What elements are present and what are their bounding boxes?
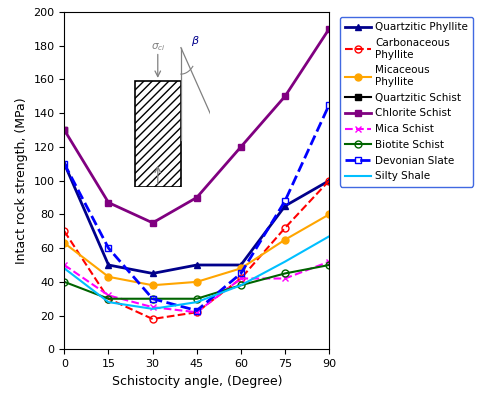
Legend: Quartzitic Phyllite, Carbonaceous
Phyllite, Micaceous
Phyllite, Quartzitic Schis: Quartzitic Phyllite, Carbonaceous Phylli… xyxy=(340,17,473,187)
Devonian Slate xyxy=(238,271,244,276)
Quartzitic Phyllite xyxy=(105,263,111,268)
Carbonaceous
Phyllite xyxy=(194,310,199,314)
Chlorite Schist xyxy=(238,145,244,149)
Mica Schist xyxy=(238,276,244,281)
Silty Shale xyxy=(149,306,155,311)
Carbonaceous
Phyllite xyxy=(61,229,67,233)
Micaceous
Phyllite xyxy=(194,279,199,284)
Devonian Slate xyxy=(105,246,111,251)
Micaceous
Phyllite xyxy=(105,274,111,279)
Carbonaceous
Phyllite xyxy=(282,225,288,230)
Quartzitic Phyllite xyxy=(149,271,155,276)
Carbonaceous
Phyllite xyxy=(238,276,244,281)
Quartzitic Phyllite xyxy=(282,204,288,208)
Y-axis label: Intact rock strength, (MPa): Intact rock strength, (MPa) xyxy=(15,97,28,264)
Silty Shale xyxy=(194,300,199,304)
Quartzitic Phyllite xyxy=(238,263,244,268)
Silty Shale xyxy=(282,259,288,264)
Silty Shale xyxy=(326,234,332,239)
Micaceous
Phyllite xyxy=(149,283,155,287)
Biotite Schist xyxy=(149,296,155,301)
Micaceous
Phyllite xyxy=(326,212,332,217)
Bar xyxy=(135,81,181,187)
Mica Schist xyxy=(149,305,155,310)
X-axis label: Schistocity angle, (Degree): Schistocity angle, (Degree) xyxy=(111,375,282,387)
Quartzitic Phyllite xyxy=(194,263,199,268)
Devonian Slate xyxy=(61,161,67,166)
Micaceous
Phyllite xyxy=(61,241,67,245)
Silty Shale xyxy=(105,300,111,304)
Micaceous
Phyllite xyxy=(238,266,244,271)
Mica Schist xyxy=(326,259,332,264)
Text: $\sigma_{ci}$: $\sigma_{ci}$ xyxy=(150,41,165,53)
Mica Schist xyxy=(282,276,288,281)
Line: Biotite Schist: Biotite Schist xyxy=(61,262,333,302)
Line: Quartzitic Phyllite: Quartzitic Phyllite xyxy=(61,160,333,277)
Line: Micaceous
Phyllite: Micaceous Phyllite xyxy=(61,211,333,289)
Quartzitic Phyllite xyxy=(326,178,332,183)
Biotite Schist xyxy=(194,296,199,301)
Biotite Schist xyxy=(105,296,111,301)
Devonian Slate xyxy=(326,102,332,107)
Devonian Slate xyxy=(149,296,155,301)
Mica Schist xyxy=(194,310,199,314)
Chlorite Schist xyxy=(326,27,332,31)
Carbonaceous
Phyllite xyxy=(105,296,111,301)
Line: Quartzitic Schist: Quartzitic Schist xyxy=(61,127,68,133)
Biotite Schist xyxy=(282,271,288,276)
Chlorite Schist xyxy=(105,200,111,205)
Biotite Schist xyxy=(326,263,332,268)
Line: Silty Shale: Silty Shale xyxy=(64,236,329,309)
Quartzitic Schist xyxy=(61,128,67,133)
Biotite Schist xyxy=(61,279,67,284)
Quartzitic Phyllite xyxy=(61,161,67,166)
Text: $\beta$: $\beta$ xyxy=(191,34,199,48)
Line: Chlorite Schist: Chlorite Schist xyxy=(61,25,333,226)
Devonian Slate xyxy=(282,198,288,203)
Mica Schist xyxy=(105,293,111,298)
Silty Shale xyxy=(61,266,67,271)
Chlorite Schist xyxy=(149,220,155,225)
Line: Devonian Slate: Devonian Slate xyxy=(61,101,333,314)
Mica Schist xyxy=(61,263,67,268)
Carbonaceous
Phyllite xyxy=(326,178,332,183)
Line: Carbonaceous
Phyllite: Carbonaceous Phyllite xyxy=(61,177,333,322)
Biotite Schist xyxy=(238,283,244,287)
Chlorite Schist xyxy=(194,195,199,200)
Devonian Slate xyxy=(194,308,199,313)
Line: Mica Schist: Mica Schist xyxy=(61,258,333,316)
Chlorite Schist xyxy=(282,94,288,99)
Carbonaceous
Phyllite xyxy=(149,317,155,322)
Silty Shale xyxy=(238,283,244,287)
Chlorite Schist xyxy=(61,128,67,133)
Micaceous
Phyllite xyxy=(282,237,288,242)
